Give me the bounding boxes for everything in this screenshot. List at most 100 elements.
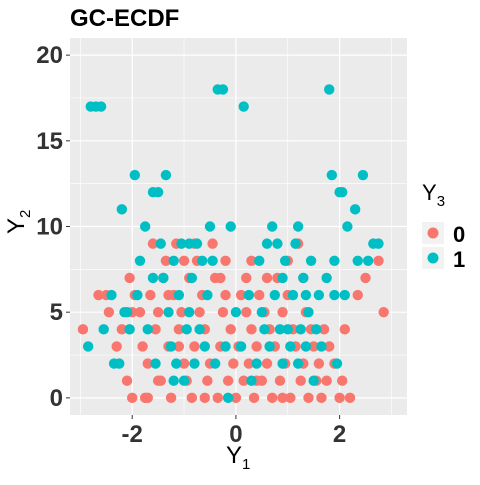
data-point-series-0 [163,289,174,301]
data-point-series-0 [173,341,185,352]
data-point-series-0 [251,341,262,352]
data-point-series-1 [357,169,369,181]
chart-title: GC-ECDF [70,5,179,32]
legend-swatch-0 [427,227,439,239]
data-point-series-1 [292,221,304,232]
data-point-series-1 [313,289,325,301]
data-point-series-1 [311,324,322,335]
data-point-series-0 [235,289,247,301]
data-point-series-1 [155,238,166,249]
data-point-series-0 [228,358,239,369]
data-point-series-1 [225,221,236,232]
data-point-series-1 [292,358,304,369]
data-point-series-0 [339,324,350,335]
data-point-series-0 [186,392,198,404]
data-point-series-1 [269,289,280,301]
x-axis-label: Y1 [226,442,250,473]
data-point-series-1 [331,358,343,369]
data-point-series-1 [324,84,335,95]
data-point-series-0 [277,392,288,404]
legend-swatch-1 [427,252,439,264]
data-point-series-0 [313,358,325,369]
data-point-series-0 [285,392,296,404]
data-point-series-1 [256,306,268,318]
data-point-series-1 [349,204,361,215]
data-point-series-0 [246,324,257,335]
legend-title-sub: 3 [437,193,445,210]
data-point-series-0 [116,324,128,335]
data-point-series-0 [318,324,330,335]
data-point-series-0 [248,392,260,404]
data-point-series-0 [152,306,164,318]
data-point-series-0 [295,375,306,386]
data-point-series-0 [277,306,288,318]
data-point-series-1 [277,272,288,284]
data-point-series-0 [212,392,223,404]
data-point-series-1 [251,358,262,369]
x-tick-label: -2 [122,421,143,448]
y-tick-label: 0 [50,385,63,412]
data-point-series-0 [360,272,371,284]
data-point-series-1 [264,341,275,352]
data-point-series-0 [378,306,389,318]
data-point-series-1 [191,238,203,249]
data-point-series-0 [267,392,278,404]
data-point-series-1 [181,324,192,335]
data-point-series-0 [103,306,115,318]
data-point-series-0 [336,375,348,386]
data-point-series-1 [305,255,317,266]
data-point-series-1 [207,255,218,266]
data-point-series-1 [230,306,242,318]
data-point-series-1 [267,221,278,232]
data-point-series-1 [285,341,296,352]
data-point-series-1 [142,324,153,335]
data-point-series-0 [127,392,138,404]
data-point-series-0 [111,341,122,352]
data-point-series-0 [202,375,213,386]
x-axis-label-base: Y [226,442,242,469]
data-point-series-1 [129,169,141,181]
data-point-series-0 [303,392,314,404]
data-point-series-0 [147,238,159,249]
data-point-series-1 [308,375,319,386]
x-axis-ticks: -2 0 2 [122,415,346,448]
data-point-series-0 [134,306,146,318]
data-point-series-0 [241,272,252,284]
data-point-series-0 [93,289,104,301]
y-axis-label: Y2 [3,210,34,234]
data-point-series-1 [259,324,270,335]
data-point-series-1 [300,289,312,301]
data-point-series-1 [184,306,195,318]
data-point-series-1 [254,255,265,266]
data-point-series-1 [173,289,185,301]
y-axis-ticks: 0 5 10 15 20 [36,42,70,412]
data-point-series-0 [165,392,177,404]
data-point-series-1 [116,204,128,215]
data-point-series-0 [215,272,226,284]
x-axis-label-sub: 1 [242,456,250,473]
data-point-series-0 [124,272,135,284]
legend-title-base: Y [422,180,437,205]
data-point-series-0 [321,375,332,386]
data-point-series-1 [329,255,340,266]
data-point-series-1 [222,392,234,404]
data-point-series-1 [147,272,159,284]
data-point-series-1 [373,238,384,249]
y-tick-label: 10 [36,214,63,241]
y-tick-label: 5 [50,299,63,326]
data-point-series-1 [362,255,374,266]
data-point-series-1 [261,238,273,249]
data-point-series-1 [342,221,353,232]
data-point-series-1 [321,272,332,284]
data-point-series-1 [171,358,182,369]
data-point-series-1 [300,341,312,352]
data-point-series-1 [121,306,133,318]
data-point-series-1 [243,289,255,301]
data-point-series-1 [287,289,299,301]
data-point-series-1 [197,255,208,266]
legend: Y3 0 1 [422,180,465,272]
data-point-series-1 [204,221,216,232]
data-point-series-0 [344,392,356,404]
y-tick-label: 20 [36,42,63,69]
